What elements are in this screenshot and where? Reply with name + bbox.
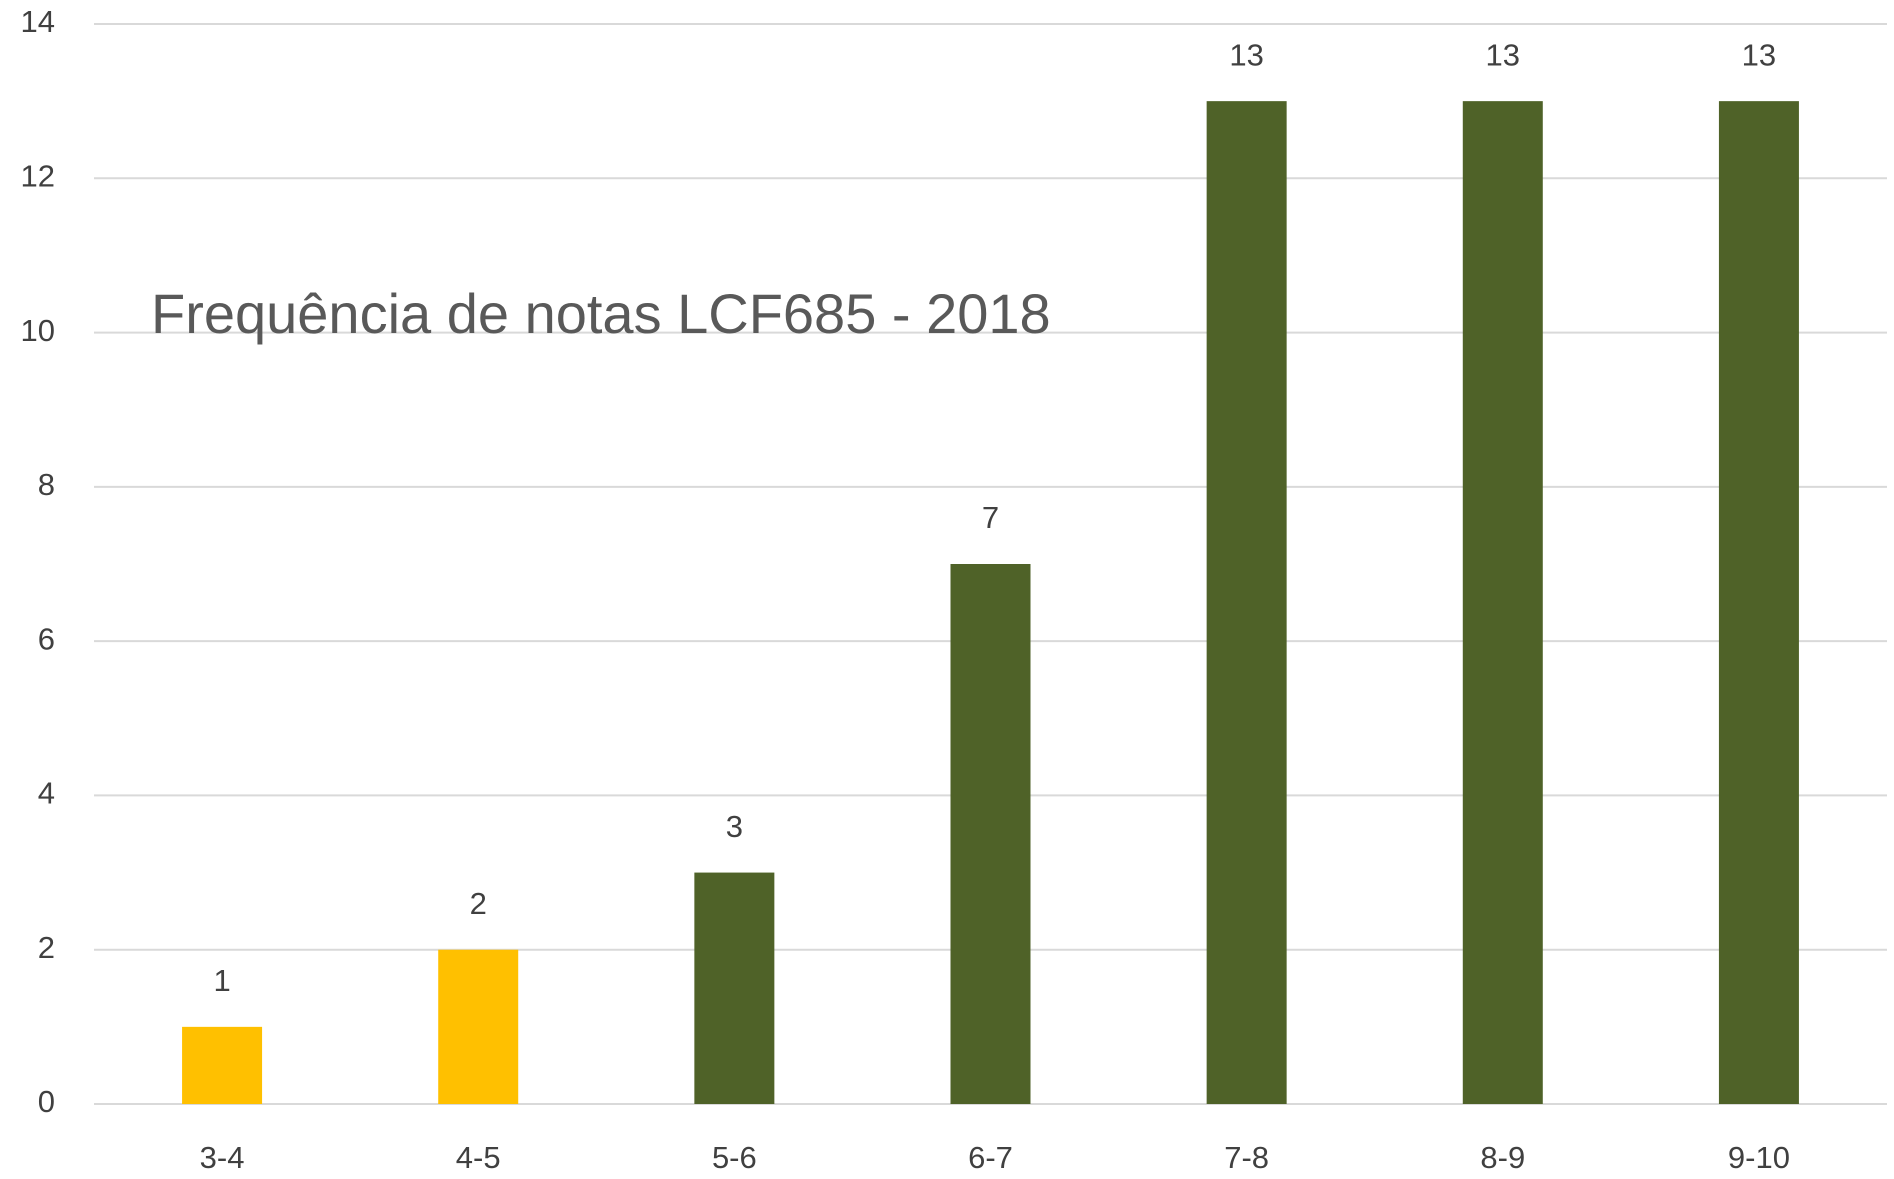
data-label: 1: [213, 963, 230, 998]
data-label: 3: [726, 809, 743, 844]
x-tick-label: 5-6: [712, 1140, 757, 1175]
x-tick-label: 3-4: [200, 1140, 245, 1175]
y-tick-label: 8: [38, 467, 55, 502]
bar: [1718, 101, 1799, 1104]
bar: [694, 872, 775, 1104]
y-tick-label: 6: [38, 621, 55, 656]
x-tick-label: 7-8: [1224, 1140, 1269, 1175]
y-tick-label: 4: [38, 776, 55, 811]
data-label: 13: [1486, 37, 1520, 72]
y-tick-label: 0: [38, 1084, 55, 1119]
data-label: 13: [1229, 37, 1263, 72]
x-tick-label: 9-10: [1728, 1140, 1790, 1175]
data-label: 7: [982, 500, 999, 535]
x-tick-label: 8-9: [1480, 1140, 1525, 1175]
bar: [950, 564, 1031, 1104]
y-tick-label: 2: [38, 930, 55, 965]
bar: [1206, 101, 1287, 1104]
bar: [182, 1026, 263, 1104]
chart-title: Frequência de notas LCF685 - 2018: [151, 282, 1051, 345]
data-label: 13: [1742, 37, 1776, 72]
x-tick-label: 6-7: [968, 1140, 1013, 1175]
y-tick-label: 14: [21, 4, 55, 39]
bar: [438, 949, 519, 1104]
y-tick-label: 10: [21, 313, 55, 348]
data-label: 2: [470, 886, 487, 921]
y-tick-label: 12: [21, 158, 55, 193]
x-tick-label: 4-5: [456, 1140, 501, 1175]
bar: [1462, 101, 1543, 1104]
